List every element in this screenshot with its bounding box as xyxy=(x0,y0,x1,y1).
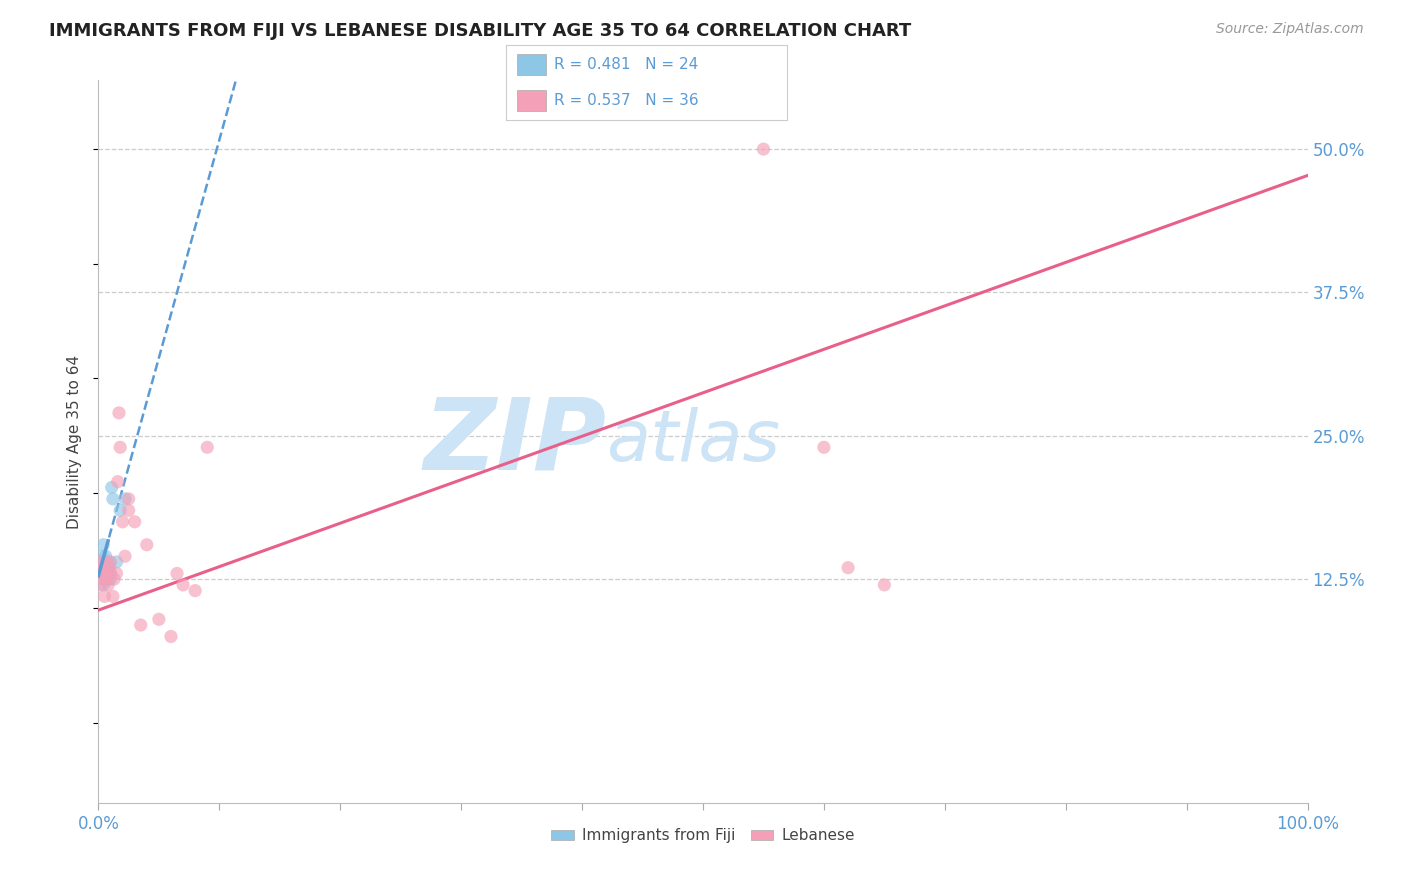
Point xyxy=(195,440,218,454)
Point xyxy=(93,560,115,574)
Legend: Immigrants from Fiji, Lebanese: Immigrants from Fiji, Lebanese xyxy=(546,822,860,849)
Point xyxy=(97,578,120,592)
Bar xyxy=(517,90,546,112)
Point xyxy=(103,572,125,586)
Point xyxy=(100,566,122,581)
Point xyxy=(91,538,114,552)
Point xyxy=(100,572,122,586)
Point xyxy=(108,406,131,420)
Point xyxy=(184,583,207,598)
Point xyxy=(108,440,131,454)
Point xyxy=(101,590,124,604)
Point xyxy=(107,475,129,489)
Text: IMMIGRANTS FROM FIJI VS LEBANESE DISABILITY AGE 35 TO 64 CORRELATION CHART: IMMIGRANTS FROM FIJI VS LEBANESE DISABIL… xyxy=(49,22,911,40)
Point xyxy=(105,555,128,569)
Point xyxy=(96,560,118,574)
Point xyxy=(91,566,114,581)
Point xyxy=(98,560,121,574)
Point xyxy=(101,491,124,506)
Point xyxy=(100,555,122,569)
Bar xyxy=(517,54,546,75)
Point xyxy=(98,560,121,574)
Point xyxy=(129,618,152,632)
Point xyxy=(98,555,121,569)
Point xyxy=(124,515,146,529)
Point xyxy=(91,566,114,581)
Point xyxy=(96,566,118,581)
Point xyxy=(166,566,188,581)
Point xyxy=(93,590,115,604)
Point xyxy=(114,491,136,506)
Point xyxy=(108,503,131,517)
Point xyxy=(837,560,859,574)
Point xyxy=(100,566,122,581)
Point xyxy=(90,578,112,592)
Point xyxy=(89,560,111,574)
Point xyxy=(94,572,117,586)
Point xyxy=(114,549,136,564)
Point xyxy=(873,578,896,592)
Point xyxy=(89,560,111,574)
Text: R = 0.537   N = 36: R = 0.537 N = 36 xyxy=(554,93,699,108)
Point xyxy=(94,549,117,564)
Point xyxy=(91,578,114,592)
Point xyxy=(111,515,134,529)
Point xyxy=(96,555,118,569)
Text: atlas: atlas xyxy=(606,407,780,476)
Point xyxy=(135,538,157,552)
Text: R = 0.481   N = 24: R = 0.481 N = 24 xyxy=(554,57,699,72)
Point xyxy=(94,555,117,569)
Point xyxy=(90,555,112,569)
Point xyxy=(118,503,141,517)
Point xyxy=(105,566,128,581)
Point xyxy=(94,566,117,581)
Text: ZIP: ZIP xyxy=(423,393,606,490)
Text: Source: ZipAtlas.com: Source: ZipAtlas.com xyxy=(1216,22,1364,37)
Point xyxy=(97,572,120,586)
Point xyxy=(752,142,775,156)
Point xyxy=(160,630,183,644)
Point xyxy=(89,555,111,569)
Point xyxy=(93,566,115,581)
Point xyxy=(813,440,835,454)
Point xyxy=(172,578,194,592)
Point xyxy=(97,566,120,581)
Y-axis label: Disability Age 35 to 64: Disability Age 35 to 64 xyxy=(67,354,83,529)
Point xyxy=(148,612,170,626)
Point xyxy=(91,572,114,586)
Point xyxy=(91,549,114,564)
Point xyxy=(100,480,122,494)
Point xyxy=(118,491,141,506)
Point xyxy=(96,572,118,586)
